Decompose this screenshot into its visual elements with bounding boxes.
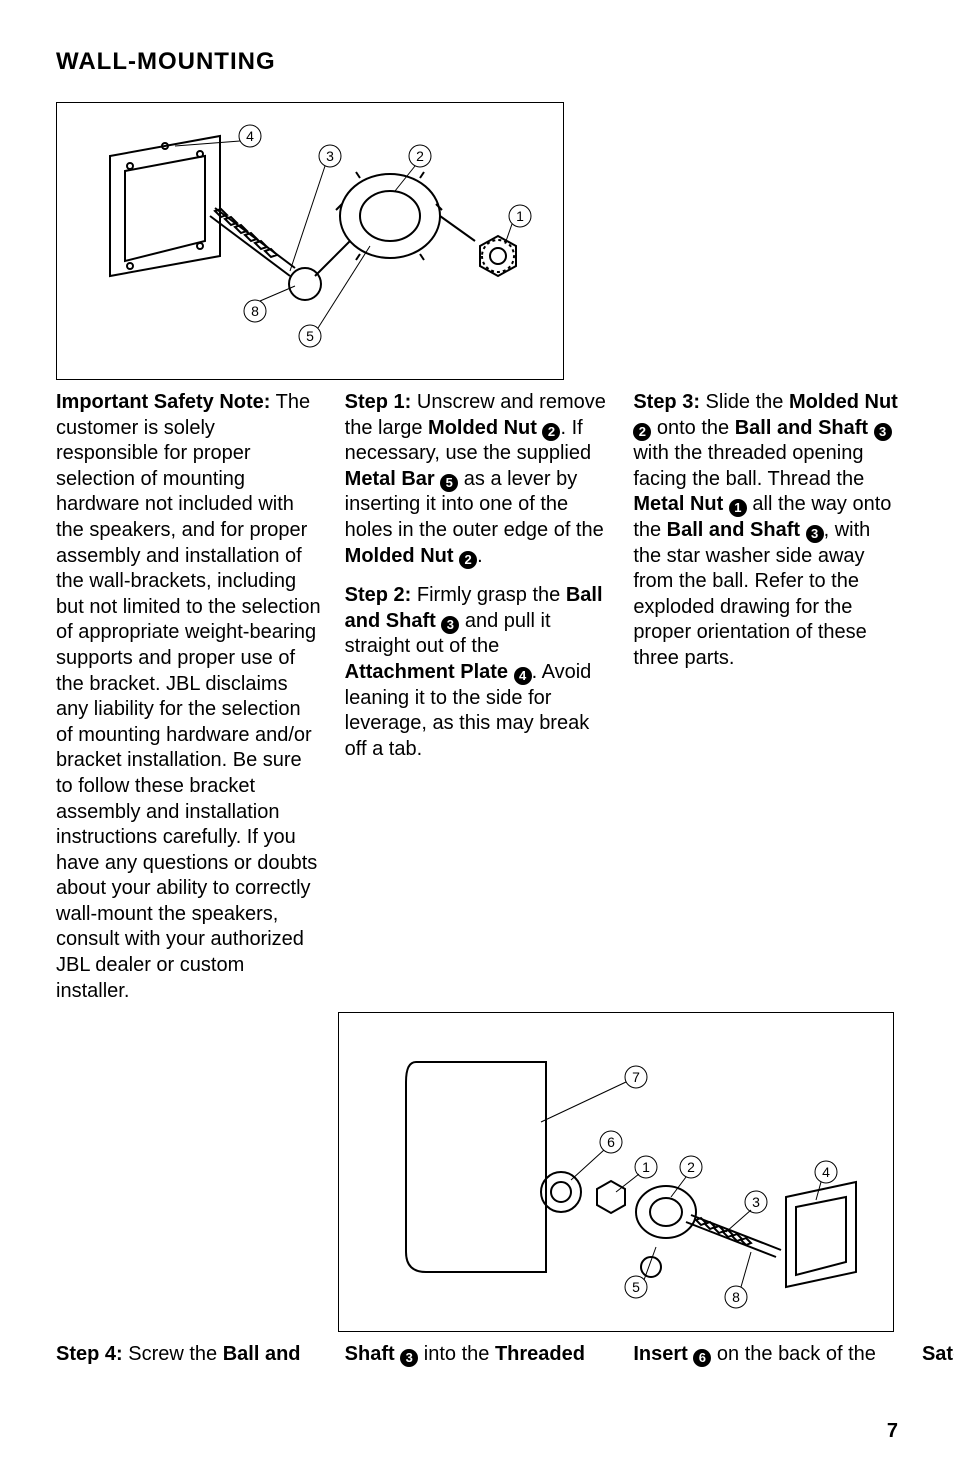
num-icon: 3 <box>874 423 892 441</box>
t: Molded Nut <box>789 391 898 413</box>
figure-2: 7 6 1 2 3 4 5 8 <box>338 1012 894 1332</box>
step1-lead: Step 1: <box>345 391 412 413</box>
num-icon: 3 <box>441 616 459 634</box>
step-2: Step 2: Firmly grasp the Ball and Shaft … <box>345 583 610 762</box>
t: into the <box>418 1343 495 1365</box>
t: Metal Bar <box>345 468 441 490</box>
svg-text:2: 2 <box>416 148 424 164</box>
safety-note-lead: Important Safety Note: <box>56 391 270 413</box>
t: Metal Nut <box>633 493 729 515</box>
step-3: Step 3: Slide the Molded Nut 2 onto the … <box>633 390 898 672</box>
t: Slide the <box>700 391 789 413</box>
t: . <box>477 545 483 567</box>
t: Molded Nut <box>345 545 459 567</box>
svg-text:1: 1 <box>642 1159 650 1175</box>
svg-text:3: 3 <box>326 148 334 164</box>
t: Firmly grasp the <box>411 584 565 606</box>
num-icon: 6 <box>693 1349 711 1367</box>
safety-note: Important Safety Note: The customer is s… <box>56 390 321 1004</box>
t: , with the star washer side away from th… <box>633 519 870 669</box>
section-heading: WALL-MOUNTING <box>56 48 898 76</box>
t: Molded Nut <box>428 417 542 439</box>
svg-text:4: 4 <box>822 1164 830 1180</box>
num-icon: 4 <box>514 667 532 685</box>
step-4: Step 4: Screw the Ball and Shaft 3 into … <box>56 1342 954 1390</box>
safety-note-body: The customer is solely responsible for p… <box>56 391 321 1002</box>
svg-text:1: 1 <box>516 208 524 224</box>
t: Ball and Shaft <box>667 519 806 541</box>
t: Attachment Plate <box>345 661 514 683</box>
t: onto the <box>651 417 734 439</box>
svg-text:5: 5 <box>306 328 314 344</box>
svg-text:5: 5 <box>632 1279 640 1295</box>
num-icon: 1 <box>729 499 747 517</box>
t: Satellite Speaker <box>922 1343 954 1365</box>
num-icon: 2 <box>633 423 651 441</box>
t: Threaded Insert <box>495 1343 693 1365</box>
svg-text:4: 4 <box>246 128 254 144</box>
exploded-diagram-2: 7 6 1 2 3 4 5 8 <box>356 1022 876 1322</box>
svg-text:2: 2 <box>687 1159 695 1175</box>
t: Screw the <box>123 1343 223 1365</box>
step3-lead: Step 3: <box>633 391 700 413</box>
step-1: Step 1: Unscrew and remove the large Mol… <box>345 390 610 569</box>
body-columns: Important Safety Note: The customer is s… <box>56 390 898 1390</box>
t: on the back of the <box>711 1343 876 1365</box>
svg-text:8: 8 <box>251 303 259 319</box>
num-icon: 3 <box>400 1349 418 1367</box>
num-icon: 5 <box>440 474 458 492</box>
svg-text:6: 6 <box>607 1134 615 1150</box>
svg-text:3: 3 <box>752 1194 760 1210</box>
t: Ball and Shaft <box>223 1343 400 1365</box>
figure-1: 4 3 2 1 5 8 <box>56 102 564 380</box>
t: with the threaded opening facing the bal… <box>633 442 864 490</box>
page-number: 7 <box>887 1420 898 1443</box>
exploded-diagram-1: 4 3 2 1 5 8 <box>80 116 540 366</box>
t: Ball and Shaft <box>735 417 874 439</box>
step4-lead: Step 4: <box>56 1343 123 1365</box>
num-icon: 2 <box>459 551 477 569</box>
num-icon: 3 <box>806 525 824 543</box>
svg-text:8: 8 <box>732 1289 740 1305</box>
num-icon: 2 <box>542 423 560 441</box>
step2-lead: Step 2: <box>345 584 412 606</box>
svg-text:7: 7 <box>632 1069 640 1085</box>
